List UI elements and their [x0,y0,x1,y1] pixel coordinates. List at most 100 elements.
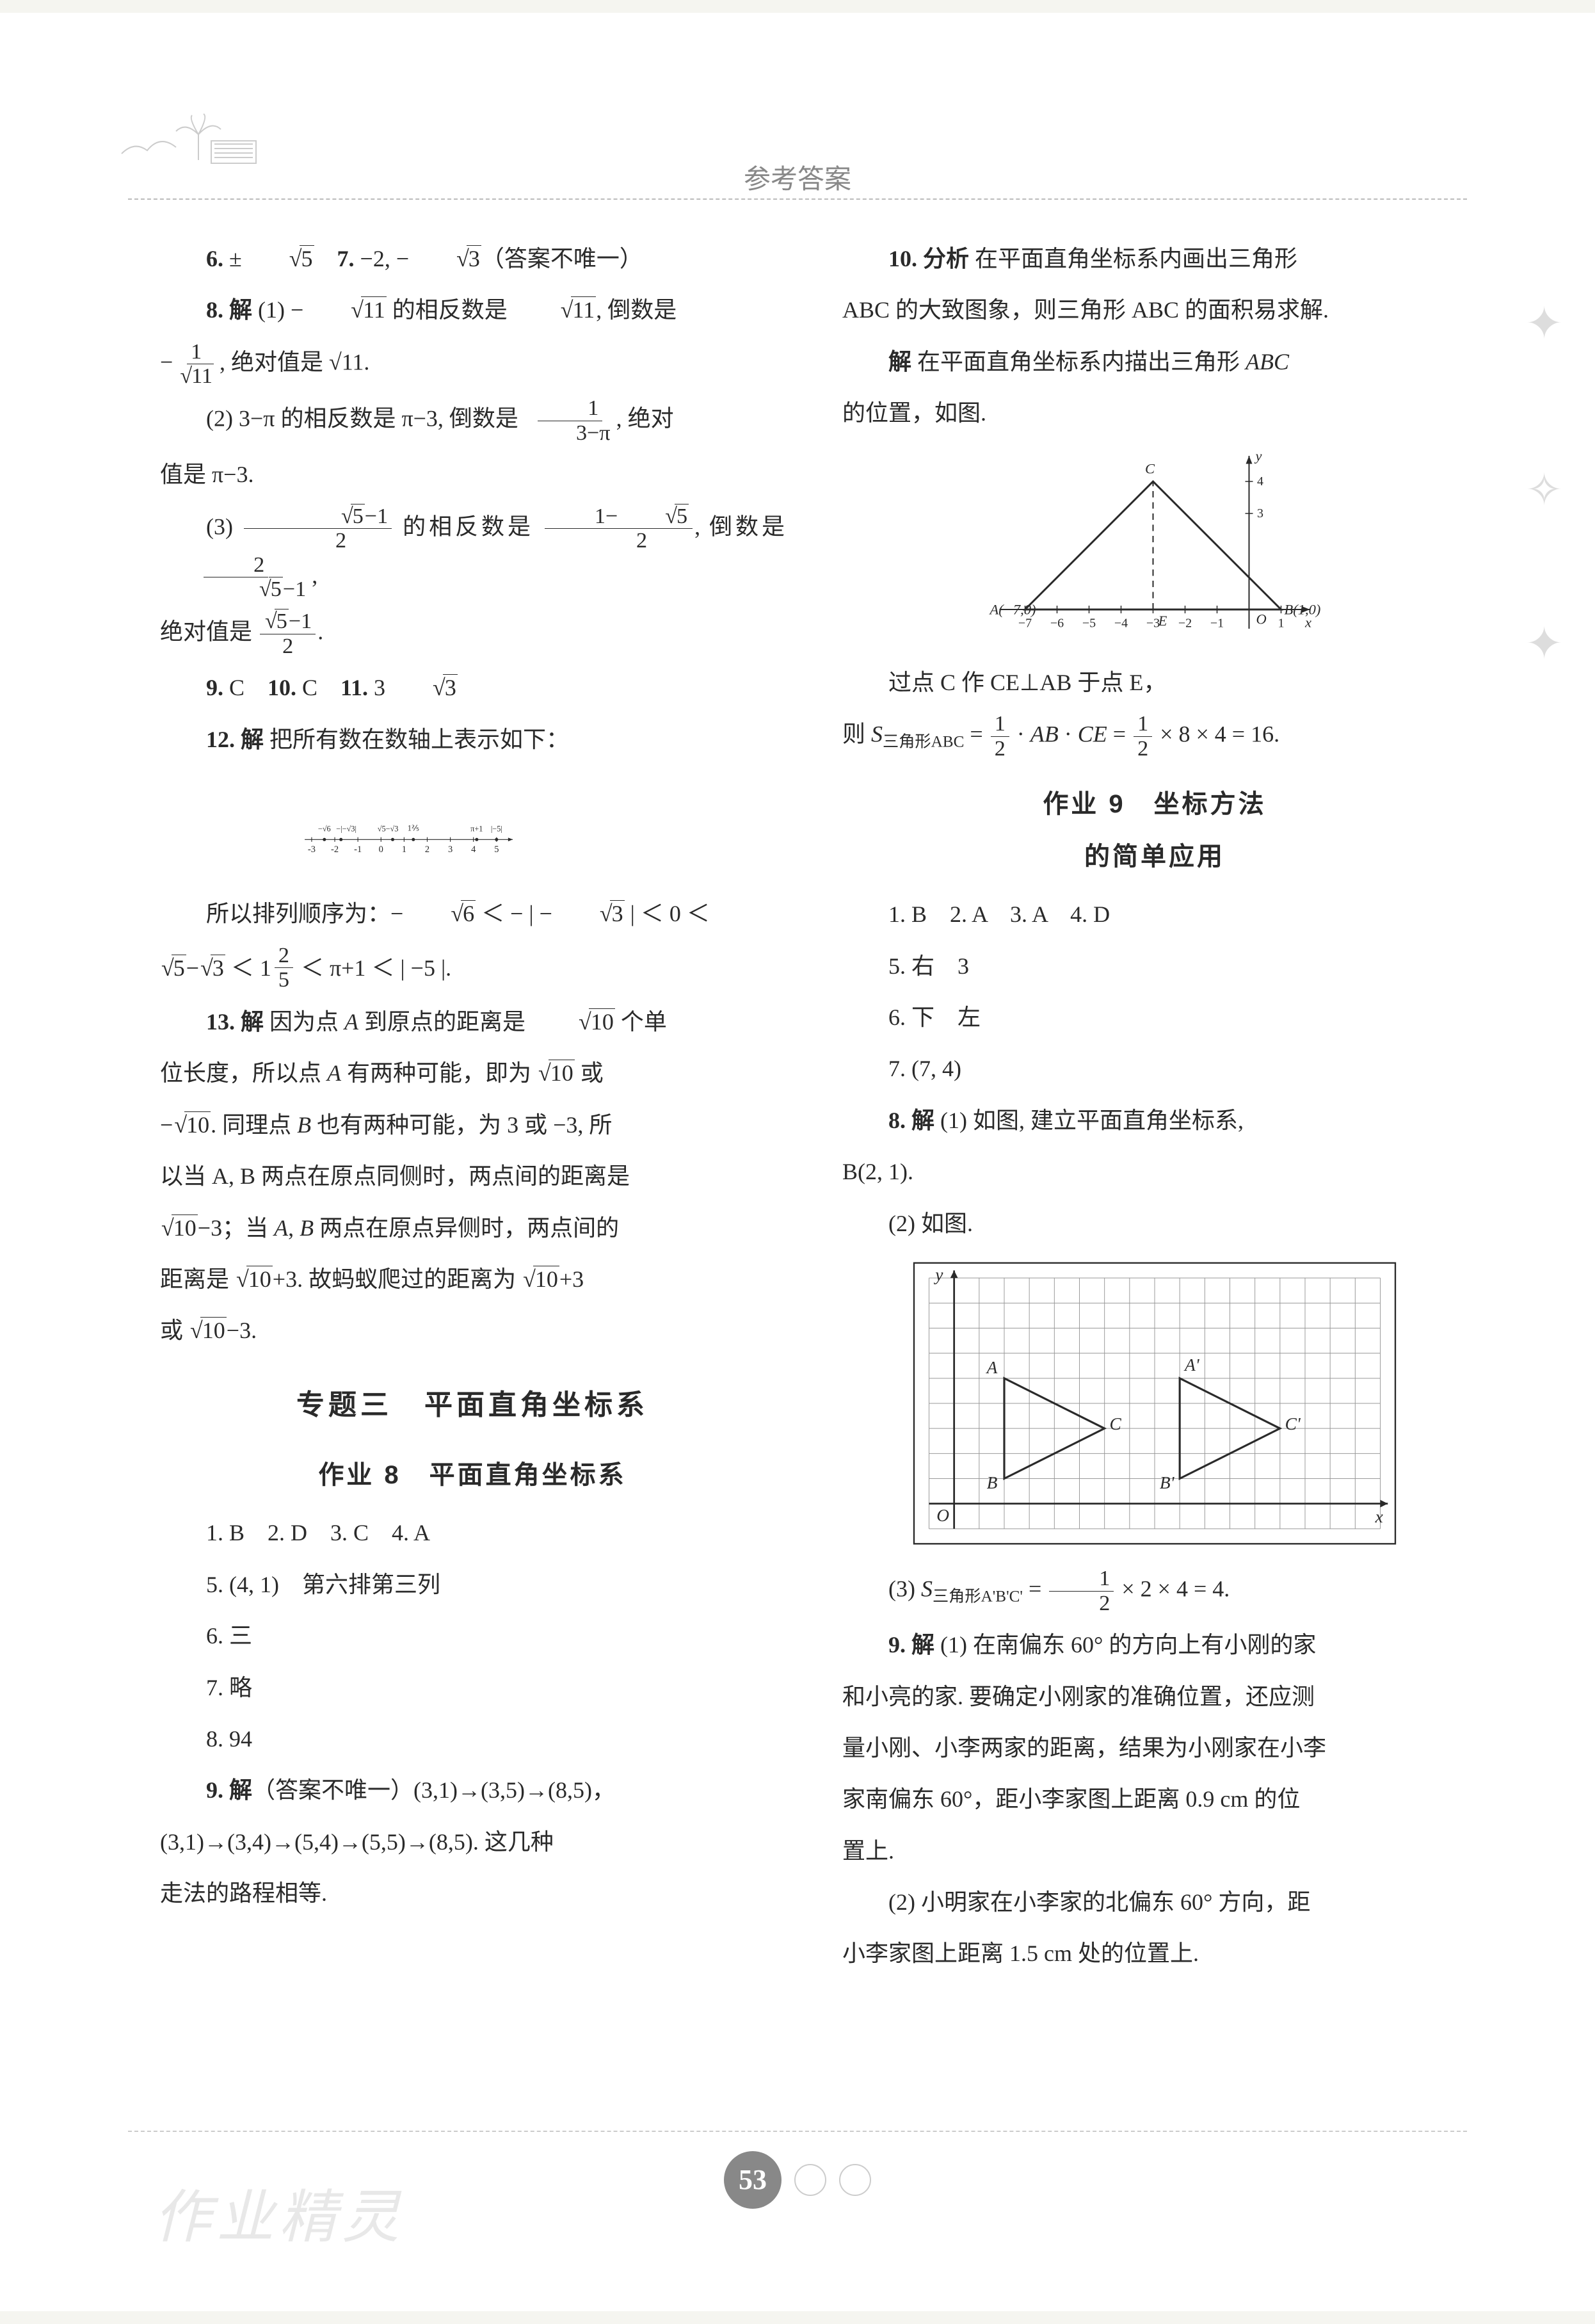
hw8-q9-3: 走法的路程相等. [160,1871,785,1915]
svg-text:|−5|: |−5| [491,825,502,834]
svg-text:A: A [986,1358,998,1377]
svg-text:−6: −6 [1050,616,1064,630]
svg-text:4: 4 [471,844,476,855]
svg-text:-2: -2 [331,844,339,855]
svg-text:√5−√3: √5−√3 [378,825,399,834]
hw8-q9-1: 9. 解（答案不唯一）(3,1)→(3,5)→(8,5)， [160,1768,785,1812]
svg-text:y: y [1254,448,1262,464]
content-columns: 6. ±5 7. −2, −3（答案不唯一） 8. 解 (1) −11 的相反数… [160,237,1467,2094]
q12-intro: 12. 解 把所有数在数轴上表示如下： [160,718,785,761]
den: 2 [278,634,297,659]
q13-5: 10−3；当 A, B 两点在原点异侧时，两点间的 [160,1206,785,1250]
q13-7: 或 10−3. [160,1309,785,1352]
hw9-q9-7: 小李家图上距离 1.5 cm 处的位置上. [842,1932,1467,1975]
hw8-q6: 6. 三 [160,1614,785,1658]
svg-text:3: 3 [1257,506,1263,520]
txt: , 绝对值是 √11. [220,349,369,375]
svg-text:B: B [987,1473,998,1492]
svg-text:3: 3 [448,844,453,855]
page-dot-2 [839,2164,871,2196]
sub: 三角形ABC [883,734,964,751]
num: 2 [204,553,268,578]
svg-text:−2: −2 [1178,616,1192,630]
coordinate-figure: A(−7,0) B(1,0) C E O x y −7−6−5 −4−3−2 −… [975,443,1334,648]
svg-text:-1: -1 [354,844,362,855]
hw9-q8-3: (2) 如图. [842,1202,1467,1245]
hw8-q8: 8. 94 [160,1717,785,1761]
hw9-q5: 5. 右 3 [842,944,1467,988]
hw9-q6: 6. 下 左 [842,996,1467,1039]
den: 2 [285,529,350,553]
page: 参考答案 ✦ ✧ ✦ 6. ±5 7. −2, −3（答案不唯一） 8. 解 (… [0,13,1595,2311]
den: 3−π [526,421,614,446]
grid-figure: O x y A B C A' B' C' [892,1253,1417,1554]
den: 2 [1134,737,1152,761]
page-header: 参考答案 [0,154,1595,205]
hw9-q7: 7. (7, 4) [842,1047,1467,1090]
svg-text:4: 4 [1257,474,1263,488]
hw9-q9-3: 量小刚、小李两家的距离，结果为小刚家在小李 [842,1726,1467,1770]
num: 1 [187,340,205,365]
num: 2 [275,944,293,969]
header-separator [128,198,1467,200]
den: 2 [586,529,651,553]
hw9-q8-1: 8. 解 (1) 如图, 建立平面直角坐标系, [842,1099,1467,1142]
svg-text:−7: −7 [1018,616,1032,630]
svg-text:C': C' [1285,1414,1301,1433]
q13-2: 位长度，所以点 A 有两种可能，即为 10 或 [160,1051,785,1095]
hw9-q8-s: (3) S三角形A'B'C' = 12 × 2 × 4 = 4. [842,1567,1467,1615]
footer-separator [128,2131,1467,2132]
q8-part2: (2) 3−π 的相反数是 π−3, 倒数是 13−π, 绝对 [160,396,785,445]
q13-1: 13. 解 因为点 A 到原点的距离是 10 个单 [160,1000,785,1044]
page-dot-1 [794,2164,826,2196]
svg-text:x: x [1375,1507,1383,1526]
hw9-q9-2: 和小亮的家. 要确定小刚家的准确位置，还应测 [842,1675,1467,1718]
star-decor-3: ✦ [1525,602,1563,687]
svg-text:1⅖: 1⅖ [408,824,419,833]
hw9-q9-5: 置上. [842,1829,1467,1873]
q8-part2-cont: 值是 π−3. [160,453,785,496]
svg-text:−4: −4 [1114,616,1128,630]
hw9-q8-2: B(2, 1). [842,1150,1467,1193]
q13-3: −10. 同理点 B 也有两种可能，为 3 或 −3, 所 [160,1103,785,1147]
svg-text:π+1: π+1 [470,825,483,834]
q12-order-2: 5−3 ＜ 125 ＜ π+1 ＜ | −5 |. [160,944,785,992]
svg-text:A': A' [1183,1355,1200,1375]
hw8-q9-2: (3,1)→(3,4)→(5,4)→(5,5)→(8,5). 这几种 [160,1820,785,1864]
topic-3-heading: 专题三 平面直角坐标系 [160,1378,785,1432]
svg-text:C: C [1145,460,1155,476]
q12-order-1: 所以排列顺序为：−6 ＜ − | −3 | ＜ 0 ＜ [160,892,785,935]
star-decor-2: ✧ [1525,448,1563,533]
hw8-q1-4: 1. B 2. D 3. C 4. A [160,1511,785,1554]
numberline-figure: -3 -2 -1 0 1 2 3 4 5 [160,782,660,865]
svg-text:C: C [1110,1414,1122,1433]
star-decor-1: ✦ [1525,282,1563,367]
hw8-heading: 作业 8 平面直角坐标系 [160,1451,785,1499]
minus-sign: − [160,349,173,375]
svg-text:y: y [933,1265,943,1284]
num: 1 [991,712,1009,737]
q8-part1-cont: −111, 绝对值是 √11. [160,340,785,389]
hw9-q9-6: (2) 小明家在小李家的北偏东 60° 方向，距 [842,1880,1467,1924]
num: 1 [1134,712,1152,737]
svg-text:1: 1 [1278,616,1285,630]
q10-2: ABC 的大致图象，则三角形 ABC 的面积易求解. [842,288,1467,332]
q6-7: 6. ±5 7. −2, −3（答案不唯一） [160,237,785,280]
q10-4: 的位置，如图. [842,391,1467,435]
svg-text:−5: −5 [1082,616,1096,630]
q10-6: 则 S三角形ABC = 12 · AB · CE = 12 × 8 × 4 = … [842,712,1467,761]
page-number-block: 53 [724,2151,871,2209]
svg-text:1: 1 [402,844,406,855]
q8-part3: (3) 5−12 的相反数是 1−52, 倒数是 25−1, [160,504,785,602]
hw8-q5: 5. (4, 1) 第六排第三列 [160,1563,785,1606]
num: 1 [1049,1567,1114,1592]
svg-text:−3: −3 [1146,616,1160,630]
svg-text:O: O [1256,611,1267,627]
svg-text:−|−√3|: −|−√3| [336,825,357,834]
svg-text:O: O [936,1506,949,1525]
q13-4: 以当 A, B 两点在原点同侧时，两点间的距离是 [160,1154,785,1198]
q13-6: 距离是 10+3. 故蚂蚁爬过的距离为 10+3 [160,1257,785,1301]
hw8-q7: 7. 略 [160,1666,785,1709]
svg-text:x: x [1304,614,1311,630]
q9-11: 9. C 10. C 11. 33 [160,666,785,709]
